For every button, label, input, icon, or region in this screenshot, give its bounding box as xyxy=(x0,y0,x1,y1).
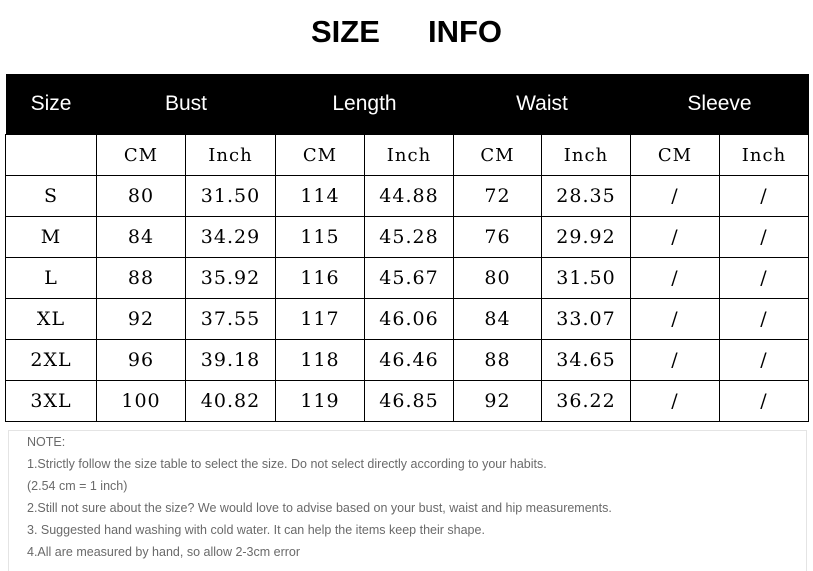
table-cell: CM xyxy=(275,134,365,176)
table-cell: Inch xyxy=(541,134,631,176)
table-cell: 80 xyxy=(453,257,542,299)
table-cell: / xyxy=(630,380,720,422)
notes-box: NOTE: 1.Strictly follow the size table to… xyxy=(8,430,807,571)
table-cell: 28.35 xyxy=(541,175,631,217)
table-cell: / xyxy=(719,257,809,299)
table-cell: M xyxy=(5,216,97,258)
table-cell: / xyxy=(719,216,809,258)
table-cell: CM xyxy=(96,134,186,176)
table-cell: / xyxy=(630,298,720,340)
table-row: M 84 34.29 115 45.28 76 29.92// xyxy=(5,216,809,258)
table-cell: L xyxy=(5,257,97,299)
table-cell: 114 xyxy=(275,175,365,217)
table-cell: 36.22 xyxy=(541,380,631,422)
table-cell: 29.92 xyxy=(541,216,631,258)
table-row: 3XL 100 40.82 119 46.85 92 36.22// xyxy=(5,380,809,422)
table-cell: 3XL xyxy=(5,380,97,422)
table-cell: / xyxy=(630,216,720,258)
header-waist: Waist xyxy=(453,74,631,135)
table-cell: 46.85 xyxy=(364,380,454,422)
table-row: 2XL 96 39.18 118 46.46 88 34.65// xyxy=(5,339,809,381)
table-row: S 80 31.50 114 44.88 72 28.35// xyxy=(5,175,809,217)
table-cell: CM xyxy=(630,134,720,176)
table-cell: 37.55 xyxy=(185,298,276,340)
table-cell: Inch xyxy=(364,134,454,176)
table-cell: 45.28 xyxy=(364,216,454,258)
table-cell: / xyxy=(719,339,809,381)
table-cell: 92 xyxy=(453,380,542,422)
note-line: 1.Strictly follow the size table to sele… xyxy=(27,457,547,471)
note-line: 4.All are measured by hand, so allow 2-3… xyxy=(27,545,301,559)
note-line: (2.54 cm = 1 inch) xyxy=(27,479,128,493)
table-cell: 34.29 xyxy=(185,216,276,258)
table-cell: 33.07 xyxy=(541,298,631,340)
table-cell: 84 xyxy=(96,216,186,258)
header-size: Size xyxy=(5,74,97,135)
table-cell: 31.50 xyxy=(541,257,631,299)
table-cell: 34.65 xyxy=(541,339,631,381)
table-cell: 40.82 xyxy=(185,380,276,422)
table-cell: 119 xyxy=(275,380,365,422)
table-cell: 80 xyxy=(96,175,186,217)
table-cell: 100 xyxy=(96,380,186,422)
table-cell: 88 xyxy=(96,257,186,299)
table-cell: 116 xyxy=(275,257,365,299)
table-cell: 72 xyxy=(453,175,542,217)
table-cell: 92 xyxy=(96,298,186,340)
table-cell: 117 xyxy=(275,298,365,340)
table-cell: CM xyxy=(453,134,542,176)
table-cell: Inch xyxy=(185,134,276,176)
table-cell: 35.92 xyxy=(185,257,276,299)
table-cell: 2XL xyxy=(5,339,97,381)
table-cell: XL xyxy=(5,298,97,340)
header-length: Length xyxy=(275,74,454,135)
table-cell: Inch xyxy=(719,134,809,176)
table-row: L 88 35.92 116 45.67 80 31.50// xyxy=(5,257,809,299)
table-cell: / xyxy=(630,339,720,381)
table-cell: 76 xyxy=(453,216,542,258)
table-cell: 31.50 xyxy=(185,175,276,217)
note-line: 2.Still not sure about the size? We woul… xyxy=(27,501,612,515)
table-cell: / xyxy=(630,257,720,299)
table-cell: 96 xyxy=(96,339,186,381)
table-cell: S xyxy=(5,175,97,217)
header-bust: Bust xyxy=(96,74,276,135)
table-cell: 46.46 xyxy=(364,339,454,381)
table-cell: 118 xyxy=(275,339,365,381)
table-cell: 84 xyxy=(453,298,542,340)
table-cell xyxy=(5,134,97,176)
table-cell: / xyxy=(719,175,809,217)
table-cell: / xyxy=(719,298,809,340)
table-cell: 39.18 xyxy=(185,339,276,381)
units-row: CM Inch CM Inch CM Inch CM Inch xyxy=(5,134,809,176)
note-line: 3. Suggested hand washing with cold wate… xyxy=(27,523,485,537)
page-title: SIZE INFO xyxy=(0,14,813,54)
table-cell: 46.06 xyxy=(364,298,454,340)
note-heading: NOTE: xyxy=(27,435,66,449)
table-cell: 115 xyxy=(275,216,365,258)
table-cell: 45.67 xyxy=(364,257,454,299)
table-cell: / xyxy=(630,175,720,217)
size-table: Size Bust Length Waist Sleeve CM Inch CM In… xyxy=(5,74,809,422)
table-cell: / xyxy=(719,380,809,422)
title-size: SIZE xyxy=(311,14,380,49)
table-cell: 88 xyxy=(453,339,542,381)
title-info: INFO xyxy=(428,14,503,49)
table-header-row: Size Bust Length Waist Sleeve xyxy=(5,74,809,135)
table-cell: 44.88 xyxy=(364,175,454,217)
table-row: XL 92 37.55 117 46.06 84 33.07// xyxy=(5,298,809,340)
header-sleeve: Sleeve xyxy=(630,74,809,135)
